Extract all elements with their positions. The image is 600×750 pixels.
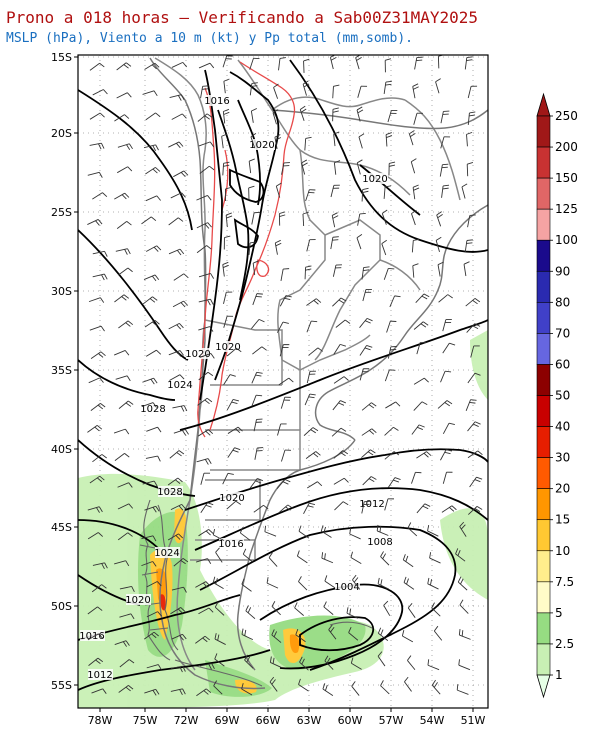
isobar-label: 1024 xyxy=(167,380,192,391)
isobar-label: 1028 xyxy=(157,487,182,498)
colorbar-segment xyxy=(536,115,551,148)
longitude-axis: 78W 75W 72W 69W 66W 63W 60W 57W 54W 51W xyxy=(88,708,486,727)
lat-tick-label: 35S xyxy=(51,364,72,377)
colorbar-label: 10 xyxy=(555,544,570,558)
chile-islands xyxy=(139,499,373,687)
latitude-axis: 15S 20S 25S 30S 35S 40S 45S 50S 55S xyxy=(51,51,78,692)
colorbar-segment xyxy=(536,208,551,241)
colorbar-label: 1 xyxy=(555,668,563,682)
colorbar-label: 30 xyxy=(555,451,570,465)
colorbar-segment xyxy=(536,457,551,489)
colorbar-segment xyxy=(536,239,551,272)
colorbar-segment xyxy=(536,426,551,458)
isobar-labels: 1016 1020 1020 1020 1020 1024 1028 1028 1024 1020… xyxy=(79,95,393,681)
map-subtitle: MSLP (hPa), Viento a 10 m (kt) y Pp tota… xyxy=(6,31,413,46)
lat-tick-label: 40S xyxy=(51,443,72,456)
colorbar-label: 80 xyxy=(555,295,570,309)
colorbar-label: 150 xyxy=(555,171,578,185)
colorbar-label: 2.5 xyxy=(555,637,574,651)
isobar-label: 1020 xyxy=(362,174,387,185)
lon-tick-label: 72W xyxy=(174,714,199,727)
isobar-label: 1004 xyxy=(334,582,359,593)
colorbar-top-arrow xyxy=(536,92,551,117)
lat-tick-label: 55S xyxy=(51,679,72,692)
isobar-label: 1012 xyxy=(87,670,112,681)
lat-tick-label: 50S xyxy=(51,600,72,613)
colorbar-bottom-arrow xyxy=(536,674,551,699)
colorbar-segment xyxy=(536,550,551,583)
colorbar-label: 70 xyxy=(555,326,570,340)
wind-barbs xyxy=(87,55,483,697)
colorbar-segment xyxy=(536,643,551,676)
colorbar-label: 40 xyxy=(555,420,570,434)
colorbar-label: 5 xyxy=(555,606,563,620)
isobar-label: 1024 xyxy=(154,548,179,559)
isobar-label: 1016 xyxy=(204,96,229,107)
colorbar-segment xyxy=(536,177,551,210)
precipitation-colorbar: 250 200 150 125 100 90 80 70 60 50 40 30 20 15 10 7.5 5 2… xyxy=(536,92,578,699)
colorbar-label: 200 xyxy=(555,140,578,154)
colorbar-label: 125 xyxy=(555,202,578,216)
andes-topography-contour xyxy=(197,61,296,438)
colorbar-label: 250 xyxy=(555,109,578,123)
lon-tick-label: 54W xyxy=(420,714,445,727)
lon-tick-label: 69W xyxy=(215,714,240,727)
colorbar-segment xyxy=(536,146,551,179)
lat-tick-label: 45S xyxy=(51,521,72,534)
colorbar-segment xyxy=(536,302,551,334)
colorbar-segment xyxy=(536,519,551,552)
colorbar-label: 7.5 xyxy=(555,575,574,589)
isobar-label: 1020 xyxy=(215,342,240,353)
colorbar-segment xyxy=(536,612,551,645)
lon-tick-label: 75W xyxy=(133,714,158,727)
colorbar-segment xyxy=(536,581,551,614)
lat-tick-label: 15S xyxy=(51,51,72,64)
colorbar-segment xyxy=(536,270,551,303)
isobar-label: 1020 xyxy=(249,140,274,151)
colorbar-label: 50 xyxy=(555,389,570,403)
colorbar-label: 15 xyxy=(555,513,570,527)
colorbar-segment xyxy=(536,333,551,365)
lon-tick-label: 57W xyxy=(379,714,404,727)
lat-tick-label: 30S xyxy=(51,285,72,298)
lat-tick-label: 25S xyxy=(51,206,72,219)
map-title: Prono a 018 horas — Verificando a Sab00Z… xyxy=(6,8,479,27)
isobar-label: 1020 xyxy=(185,349,210,360)
lon-tick-label: 66W xyxy=(256,714,281,727)
lon-tick-label: 78W xyxy=(88,714,113,727)
isobar-label: 1028 xyxy=(140,404,165,415)
isobar-label: 1016 xyxy=(79,631,104,642)
lat-tick-label: 20S xyxy=(51,127,72,140)
lon-tick-label: 63W xyxy=(297,714,322,727)
colorbar-segment xyxy=(536,395,551,427)
lon-tick-label: 51W xyxy=(461,714,486,727)
isobar-label: 1012 xyxy=(359,499,384,510)
colorbar-label: 100 xyxy=(555,233,578,247)
lon-tick-label: 60W xyxy=(338,714,363,727)
colorbar-segment xyxy=(536,488,551,521)
isobar-label: 1020 xyxy=(219,493,244,504)
colorbar-label: 90 xyxy=(555,264,570,278)
map-frame xyxy=(77,54,489,709)
colorbar-label: 20 xyxy=(555,482,570,496)
isobar-label: 1016 xyxy=(218,539,243,550)
colorbar-segment xyxy=(536,364,551,396)
colorbar-label: 60 xyxy=(555,357,570,371)
isobar-label: 1008 xyxy=(367,537,392,548)
isobar-label: 1020 xyxy=(125,595,150,606)
